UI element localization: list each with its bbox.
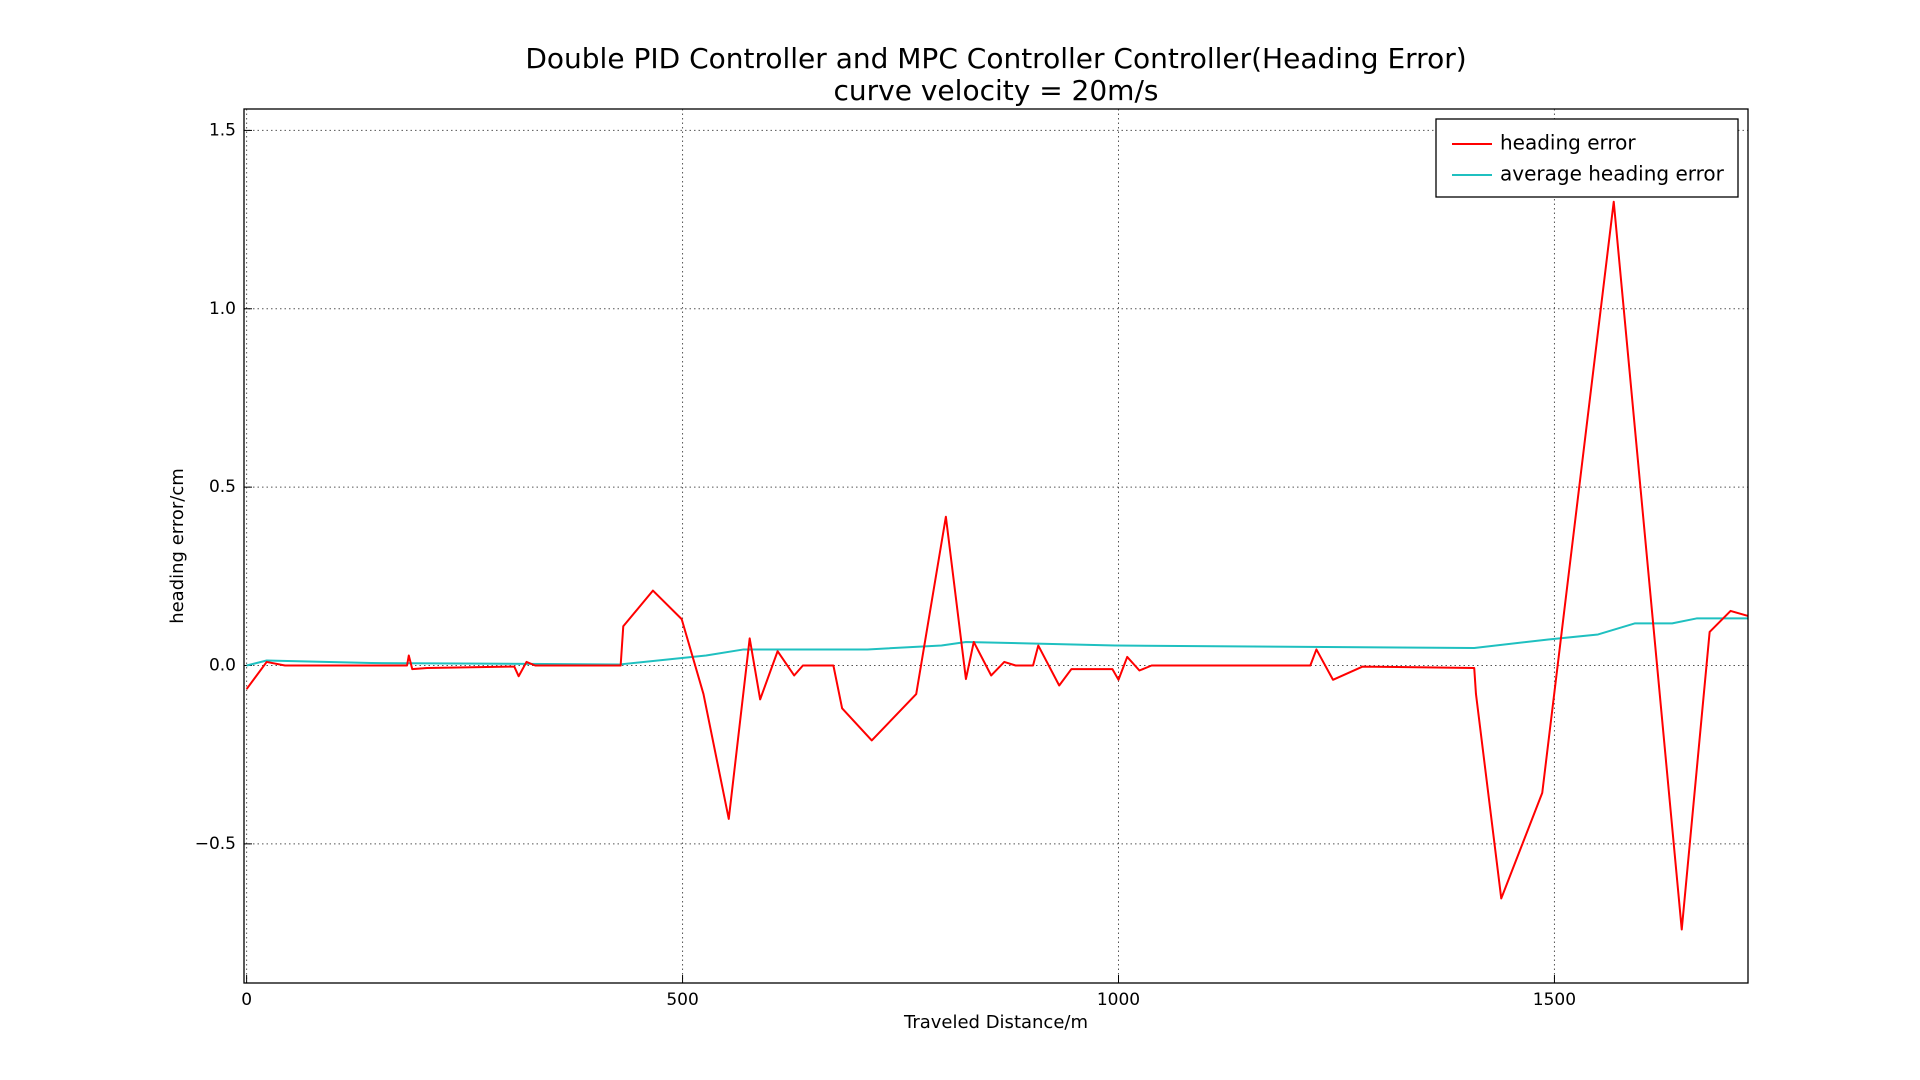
chart-title: Double PID Controller and MPC Controller… [525,42,1466,75]
y-tick-label: 0.5 [209,477,236,497]
x-tick-label: 500 [666,990,698,1010]
y-tick-label: 0.0 [209,656,236,676]
x-tick-label: 0 [241,990,252,1010]
chart-subtitle: curve velocity = 20m/s [834,74,1159,107]
x-axis-label: Traveled Distance/m [903,1012,1088,1033]
y-tick-label: −0.5 [195,834,236,854]
data-line [245,200,1749,931]
x-tick-label: 1000 [1097,990,1140,1010]
legend-box [1435,118,1739,198]
y-tick-label: 1.5 [209,120,236,140]
y-axis-label: heading error/cm [167,468,188,624]
legend-label: average heading error [1500,162,1725,186]
x-tick-label: 1500 [1533,990,1576,1010]
legend-label: heading error [1500,131,1636,155]
y-tick-label: 1.0 [209,299,236,319]
plot-frame [243,108,1749,984]
data-line [246,617,1748,667]
